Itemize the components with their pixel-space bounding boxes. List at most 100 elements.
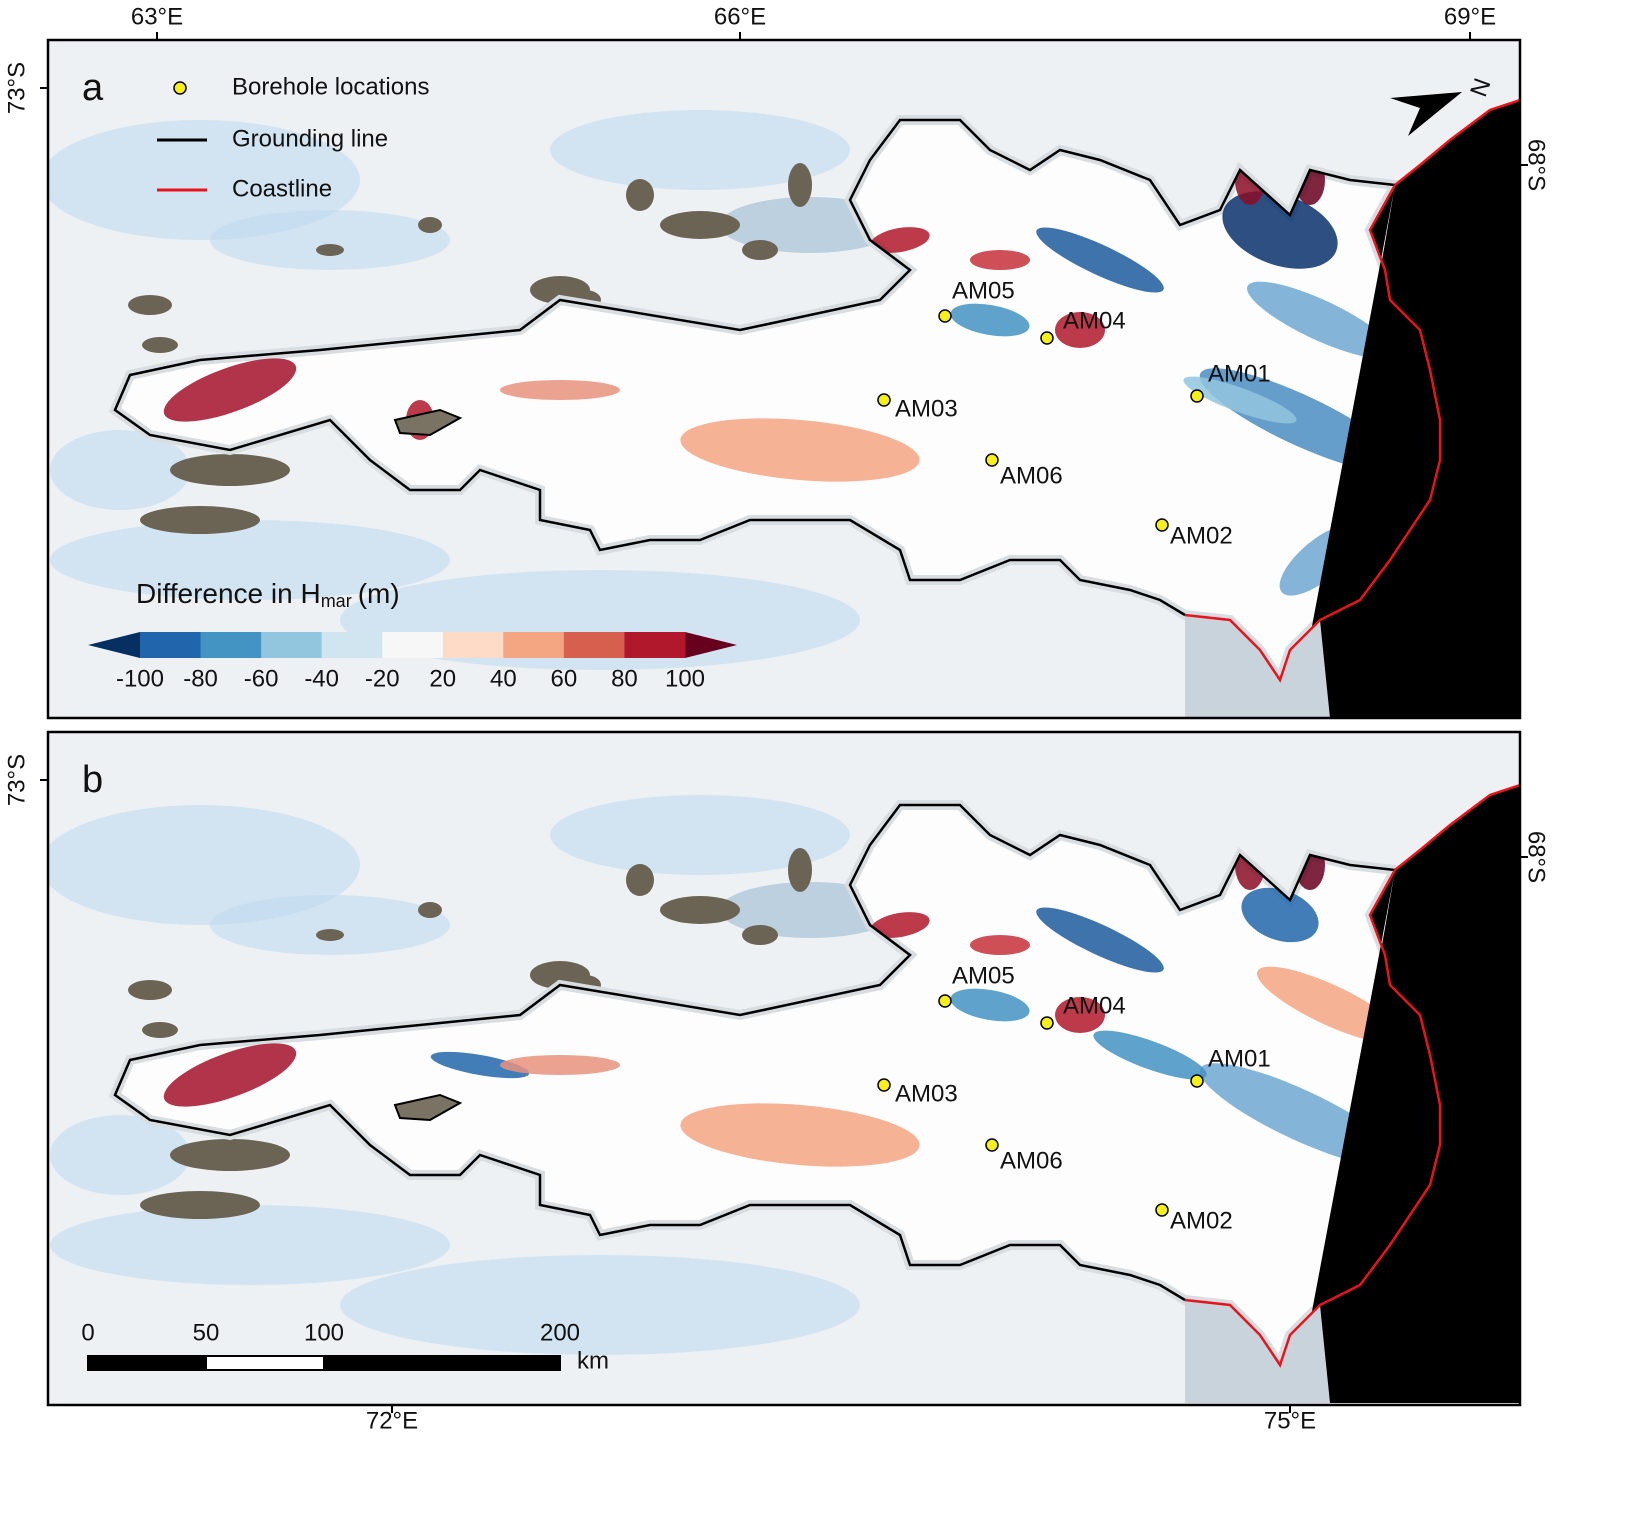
ice-flow [50,1205,450,1285]
longitude-label: 69°E [1444,3,1496,30]
difference-patch [163,1043,297,1107]
colorbar-tick-label: 20 [429,665,456,692]
borehole-label: AM02 [1170,522,1233,549]
borehole-label: AM06 [1000,1147,1063,1174]
borehole-label: AM06 [1000,462,1063,489]
difference-patch [1183,376,1297,424]
colorbar-box [382,632,444,658]
longitude-label: 66°E [714,3,766,30]
colorbar-title-unit: (m) [358,578,400,609]
rock-outcrop [140,1191,260,1219]
island [393,408,463,437]
panel-label: a [82,67,104,109]
rock-outcrop [142,1022,178,1038]
ice-flow [50,1115,190,1195]
colorbar-title-text: Difference in H [136,578,321,609]
colorbar-box [624,632,686,658]
sea-ice [1185,615,1330,718]
rock-outcrop [316,244,344,256]
coastline [1184,184,1442,683]
rock-outcrop [170,1139,290,1171]
rock-outcrop [660,211,740,239]
rock-outcrop [788,848,812,892]
rock-outcrop [170,454,290,486]
scale-segment [323,1355,561,1371]
rock-outcrop [626,179,654,211]
ice-flow [340,1255,860,1355]
difference-patch [1247,281,1393,359]
legend: Borehole locations Grounding line Coastlin… [157,73,429,202]
rock-outcrop [742,925,778,945]
borehole [938,994,952,1008]
colorbar-tick-label: 80 [611,665,638,692]
ocean [1300,785,1520,1403]
coastline [1184,869,1442,1368]
rock-outcrop [140,506,260,534]
longitude-label: 63°E [131,3,183,30]
ice-flow [550,795,850,875]
borehole [938,309,952,323]
rock-outcrop [418,217,442,233]
colorbar-tick-label: -60 [244,665,279,692]
borehole [877,393,891,407]
borehole-label: AM05 [952,962,1015,989]
colorbar-box [261,632,323,658]
grounding-line [113,803,1396,1302]
rock-outcrop [128,980,172,1000]
colorbar-title-sub: mar [321,591,352,611]
ice-flow [210,210,450,270]
borehole-label: AM02 [1170,1207,1233,1234]
rock-outcrop [788,163,812,207]
map-content [48,40,1520,718]
difference-patch [1222,191,1338,269]
colorbar-box [503,632,565,658]
colorbar-tick-label: 40 [490,665,517,692]
difference-patch [1036,907,1164,973]
colorbar-box [442,632,504,658]
rock-outcrop [626,864,654,896]
rock-outcrop [742,240,778,260]
borehole [1155,518,1169,532]
colorbar-tick-label: 60 [551,665,578,692]
borehole-label: AM01 [1208,1045,1271,1072]
colorbar-under [88,632,140,658]
borehole [1190,389,1204,403]
ice-flow [48,805,360,925]
colorbar-box [321,632,383,658]
difference-patch [870,912,930,938]
difference-patch [1241,887,1319,943]
colorbar: Difference in Hmar (m) -100 -80 -60 -40 -20 20 4… [88,578,737,692]
ice-flow [50,520,450,600]
borehole-label: AM03 [895,1080,958,1107]
colorbar-tick-label: -20 [365,665,400,692]
difference-patch [950,988,1030,1022]
difference-patch [950,303,1030,337]
panel-frame [46,38,1522,720]
scale-label: 100 [304,1319,344,1346]
ice-flow [210,895,450,955]
ice-flow [50,430,190,510]
difference-patch [970,250,1030,270]
rock-outcrop [418,902,442,918]
difference-patch [870,227,930,253]
colorbar-tick-label: -80 [183,665,218,692]
latitude-label: 73°S [3,754,30,806]
colorbar-tick-label: -100 [116,665,164,692]
coastline [1394,783,1520,871]
island [393,1093,463,1122]
borehole-label: AM05 [952,277,1015,304]
difference-patch [680,418,920,482]
difference-patch [1036,227,1164,293]
borehole-label: AM01 [1208,360,1271,387]
colorbar-title: Difference in Hmar (m) [136,578,400,610]
legend-label: Borehole locations [232,73,429,100]
panel-label: b [82,759,103,801]
ocean [1300,100,1520,718]
rock-outcrop [142,337,178,353]
colorbar-box [200,632,262,658]
rock-outcrop [128,295,172,315]
